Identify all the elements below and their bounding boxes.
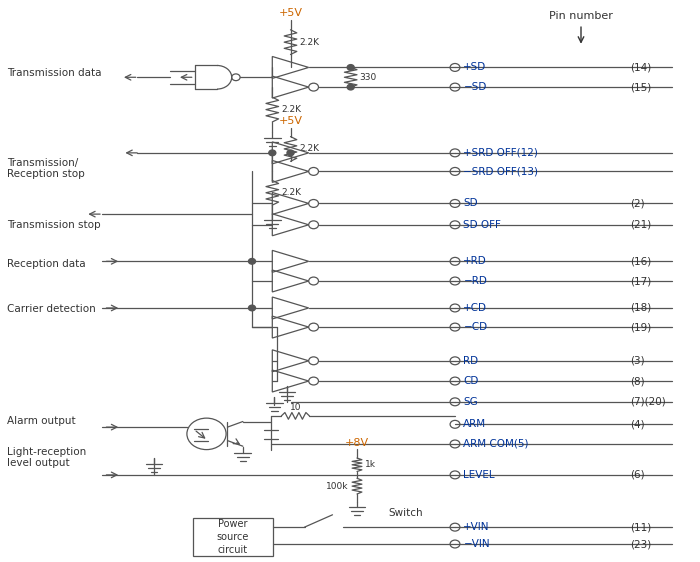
- Text: 100k: 100k: [326, 482, 349, 491]
- Text: ARM: ARM: [463, 419, 486, 429]
- Text: (8): (8): [630, 376, 645, 386]
- Text: (4): (4): [630, 419, 645, 429]
- Text: Switch: Switch: [389, 507, 424, 518]
- Circle shape: [248, 259, 256, 264]
- Circle shape: [248, 305, 256, 311]
- Text: (16): (16): [630, 256, 651, 266]
- Text: Transmission data: Transmission data: [7, 68, 101, 78]
- Text: −VIN: −VIN: [463, 539, 490, 549]
- Text: (14): (14): [630, 62, 651, 72]
- Text: +5V: +5V: [279, 8, 302, 18]
- Text: −SD: −SD: [463, 82, 486, 92]
- Text: +SRD OFF(12): +SRD OFF(12): [463, 148, 538, 158]
- Text: Alarm output: Alarm output: [7, 416, 76, 427]
- Text: RD: RD: [463, 356, 479, 366]
- Text: Power
source
circuit: Power source circuit: [216, 519, 249, 555]
- Text: Transmission/: Transmission/: [7, 158, 78, 168]
- Text: 2.2K: 2.2K: [281, 188, 302, 197]
- Text: (6): (6): [630, 470, 645, 480]
- Text: (23): (23): [630, 539, 651, 549]
- Text: +VIN: +VIN: [463, 522, 490, 532]
- Text: LEVEL: LEVEL: [463, 470, 495, 480]
- Text: +8V: +8V: [345, 438, 369, 448]
- Text: Reception data: Reception data: [7, 259, 85, 269]
- Text: (19): (19): [630, 322, 651, 332]
- Text: (3): (3): [630, 356, 645, 366]
- Circle shape: [347, 65, 354, 70]
- Text: CD: CD: [463, 376, 479, 386]
- Text: Carrier detection: Carrier detection: [7, 304, 96, 314]
- Text: Pin number: Pin number: [549, 11, 613, 21]
- Text: SG: SG: [463, 397, 478, 407]
- Text: Light-reception: Light-reception: [7, 447, 86, 457]
- Text: ARM COM(5): ARM COM(5): [463, 439, 529, 449]
- Text: level output: level output: [7, 458, 69, 468]
- Text: 1k: 1k: [365, 460, 377, 469]
- Text: (17): (17): [630, 276, 651, 286]
- Text: (7)(20): (7)(20): [630, 397, 666, 407]
- Text: 330: 330: [359, 72, 377, 82]
- Circle shape: [347, 84, 354, 90]
- Text: +5V: +5V: [279, 116, 302, 126]
- Text: 10: 10: [290, 403, 301, 412]
- Text: Reception stop: Reception stop: [7, 169, 85, 179]
- Text: +RD: +RD: [463, 256, 487, 266]
- Text: (11): (11): [630, 522, 651, 532]
- Text: (21): (21): [630, 220, 651, 230]
- Text: 2.2K: 2.2K: [281, 105, 302, 114]
- Text: (15): (15): [630, 82, 651, 92]
- Text: −CD: −CD: [463, 322, 487, 332]
- Text: −SRD OFF(13): −SRD OFF(13): [463, 166, 538, 176]
- Circle shape: [269, 150, 276, 156]
- Text: +CD: +CD: [463, 303, 487, 313]
- Text: Transmission stop: Transmission stop: [7, 220, 101, 230]
- Text: (2): (2): [630, 198, 645, 209]
- Text: SD: SD: [463, 198, 478, 209]
- Text: 2.2K: 2.2K: [300, 144, 320, 153]
- Text: 2.2K: 2.2K: [300, 38, 320, 47]
- Text: +SD: +SD: [463, 62, 486, 72]
- Text: −RD: −RD: [463, 276, 487, 286]
- Text: SD OFF: SD OFF: [463, 220, 501, 230]
- Text: (18): (18): [630, 303, 651, 313]
- Circle shape: [287, 150, 294, 156]
